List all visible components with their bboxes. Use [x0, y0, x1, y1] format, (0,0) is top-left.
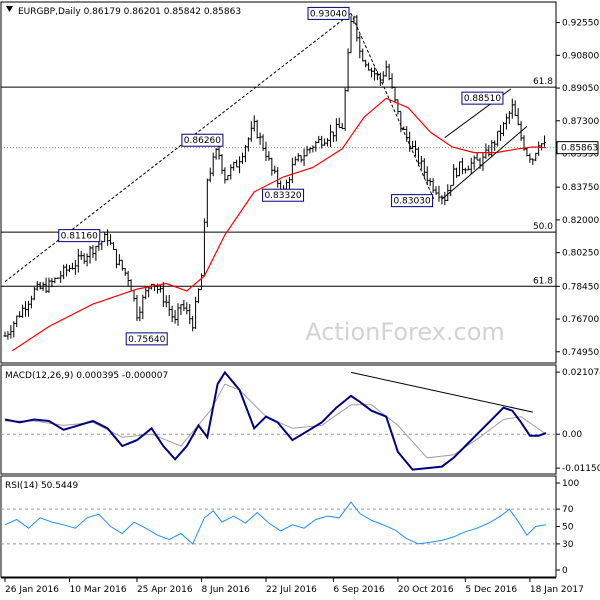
x-tick-label: 22 Jul 2016 — [266, 585, 317, 595]
macd-tick-label: -0.011507 — [562, 464, 600, 474]
level-label-box — [125, 332, 168, 346]
rsi-tick-label: 30 — [562, 540, 574, 550]
price-tick-label: 0.74950 — [562, 348, 599, 358]
dashed-retrace-line — [350, 13, 436, 201]
rsi-tick-label: 0 — [562, 566, 568, 576]
level-label-box — [391, 194, 434, 208]
rsi-title: RSI(14) 50.5449 — [5, 481, 78, 491]
level-label-box — [181, 133, 224, 147]
rsi-tick-label: 50 — [562, 523, 574, 533]
macd-trendline — [350, 371, 533, 413]
price-tick-label: 0.90800 — [562, 51, 599, 61]
collapse-icon — [6, 6, 13, 12]
price-tick-label: 0.83750 — [562, 183, 599, 193]
price-tick-label: 0.85550 — [562, 150, 599, 160]
level-label: 0.93040 — [310, 9, 347, 19]
macd-tick-label: 0.021074 — [562, 368, 600, 378]
level-label-box — [307, 6, 350, 20]
level-label-box — [58, 229, 101, 243]
price-tick-label: 0.82000 — [562, 216, 599, 226]
panel-frames — [0, 1, 557, 579]
current-price-label: 0.85863 — [561, 144, 598, 154]
x-tick-label: 25 Apr 2016 — [137, 585, 193, 595]
level-label: 0.86260 — [184, 136, 221, 146]
macd-tick-label: 0.00 — [562, 430, 582, 440]
x-tick-label: 20 Oct 2016 — [398, 585, 454, 595]
x-tick-label: 10 Mar 2016 — [70, 585, 127, 595]
level-labels: 0.93040 0.88510 0.86260 0.83320 0.83030 0.811… — [58, 6, 599, 346]
level-label: 0.75640 — [128, 335, 165, 345]
fib-label: 50.0 — [533, 222, 553, 232]
price-panel — [0, 1, 557, 364]
price-tick-label: 0.78450 — [562, 282, 599, 292]
chart-text: EURGBP,Daily 0.86179 0.86201 0.85842 0.8… — [4, 6, 600, 595]
price-tick-label: 0.76700 — [562, 315, 599, 325]
fib-label: 61.8 — [533, 77, 553, 87]
rsi-tick-label: 70 — [562, 505, 574, 515]
level-label: 0.83030 — [393, 197, 430, 207]
rsi-tick-label: 100 — [562, 479, 579, 489]
x-tick-label: 6 Sep 2016 — [333, 585, 385, 595]
channel-lower — [441, 126, 528, 200]
x-tick-label: 5 Dec 2016 — [465, 585, 517, 595]
level-label: 0.81160 — [61, 232, 98, 242]
level-label-box — [461, 91, 504, 105]
current-price-tag — [556, 141, 599, 155]
ohlc-bars — [3, 15, 547, 340]
x-tick-label: 8 Jun 2016 — [201, 585, 250, 595]
price-tick-label: 0.92550 — [562, 19, 599, 29]
rsi-line — [4, 501, 547, 545]
moving-average-line — [11, 97, 547, 352]
price-tick-label: 0.87300 — [562, 117, 599, 127]
x-tick-label: 18 Jan 2017 — [530, 585, 584, 595]
price-tick-label: 0.80250 — [562, 249, 599, 259]
price-header: EURGBP,Daily 0.86179 0.86201 0.85842 0.8… — [18, 7, 241, 17]
macd-main-line — [4, 370, 547, 471]
macd-panel — [0, 364, 557, 475]
watermark: ActionForex.com — [305, 318, 505, 346]
rsi-panel — [0, 475, 557, 578]
x-tick-label: 26 Jan 2016 — [5, 585, 59, 595]
price-tick-label: 0.89050 — [562, 84, 599, 94]
level-label: 0.83320 — [264, 191, 301, 201]
fib-label: 61.8 — [533, 276, 553, 286]
level-label-box — [262, 188, 305, 202]
level-label: 0.88510 — [464, 94, 501, 104]
macd-title: MACD(12,26,9) 0.000395 -0.000007 — [5, 371, 168, 381]
